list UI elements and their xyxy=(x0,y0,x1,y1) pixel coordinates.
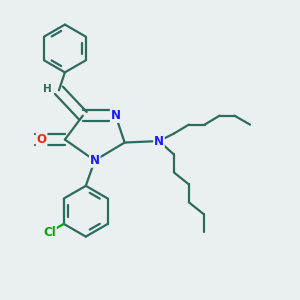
Text: Cl: Cl xyxy=(43,226,56,238)
Text: N: N xyxy=(111,109,121,122)
Text: N: N xyxy=(90,154,100,167)
Text: O: O xyxy=(37,133,46,146)
Text: N: N xyxy=(154,134,164,148)
Text: H: H xyxy=(43,84,52,94)
